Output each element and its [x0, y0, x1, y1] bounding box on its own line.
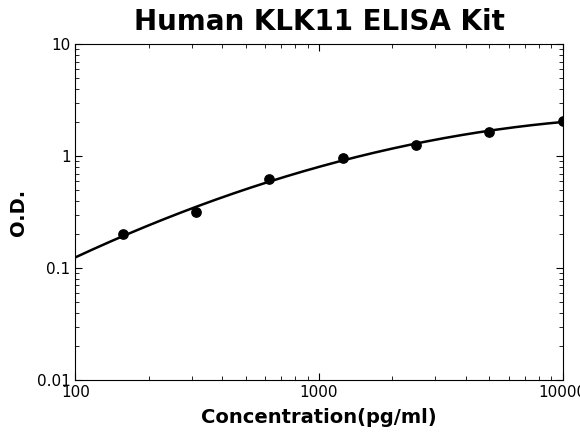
- Title: Human KLK11 ELISA Kit: Human KLK11 ELISA Kit: [133, 8, 505, 36]
- Point: [118, 231, 127, 238]
- Point: [411, 142, 420, 149]
- X-axis label: Concentration(pg/ml): Concentration(pg/ml): [201, 408, 437, 427]
- Point: [191, 208, 201, 215]
- Point: [485, 128, 494, 135]
- Point: [558, 118, 567, 125]
- Point: [264, 176, 274, 183]
- Point: [338, 154, 347, 161]
- Y-axis label: O.D.: O.D.: [9, 189, 28, 236]
